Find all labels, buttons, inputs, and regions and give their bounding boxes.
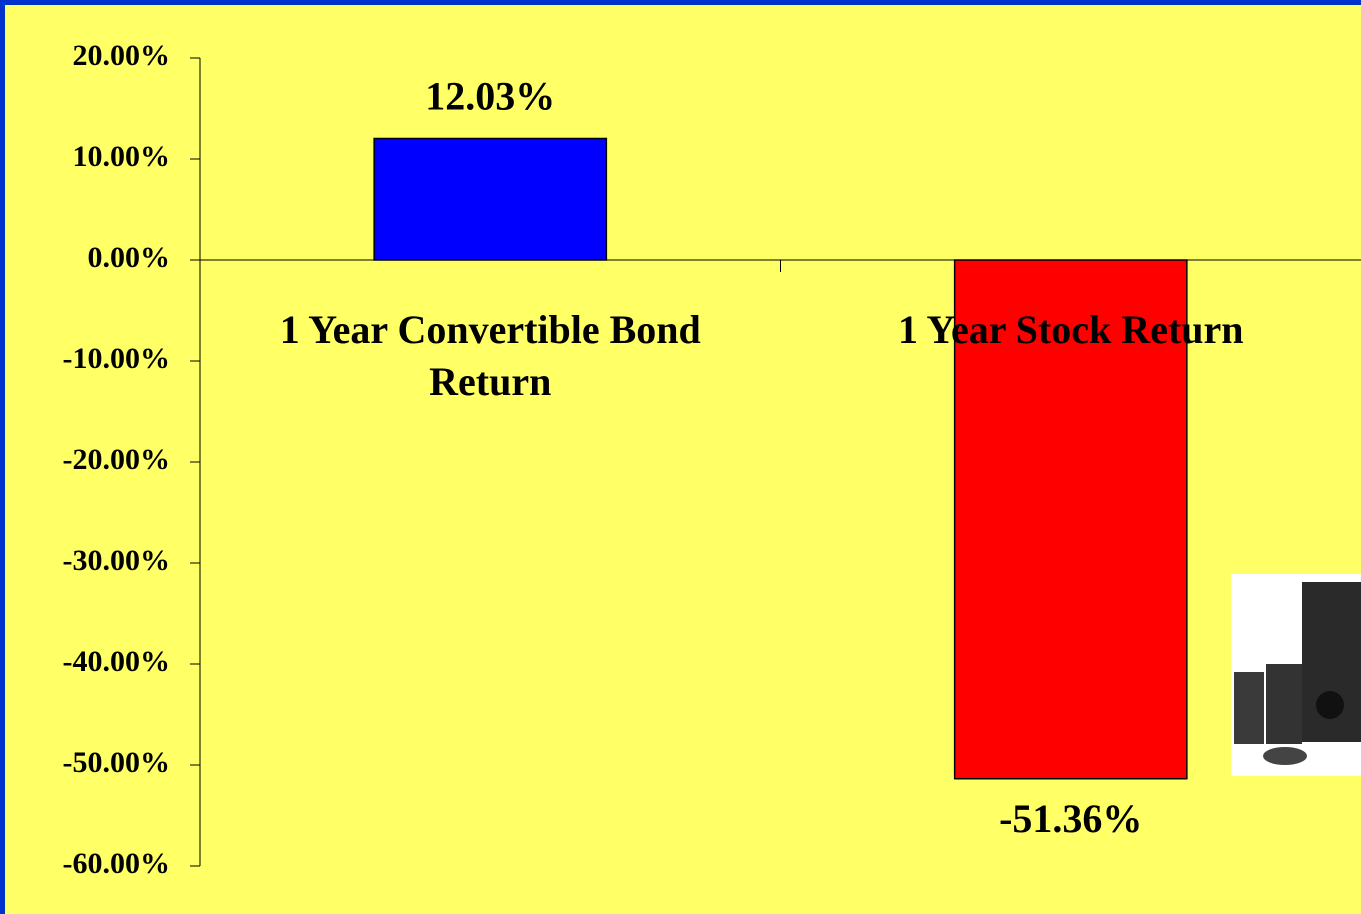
y-tick-label: -10.00% bbox=[63, 342, 171, 375]
y-tick-label: -30.00% bbox=[63, 544, 171, 577]
value-label: -51.36% bbox=[999, 796, 1142, 841]
y-tick-label: 10.00% bbox=[73, 140, 171, 173]
x-tick-label: 1 Year Stock Return bbox=[801, 304, 1341, 356]
y-tick-label: 0.00% bbox=[88, 241, 171, 274]
chart: 20.00% 10.00% 0.00% -10.00% -20.00% -30.00% -4… bbox=[0, 0, 1361, 914]
y-tick-label: -50.00% bbox=[63, 746, 171, 779]
value-label: 12.03% bbox=[425, 74, 555, 119]
speaker-picture bbox=[1231, 574, 1361, 776]
y-tick-label: -60.00% bbox=[63, 847, 171, 880]
y-tick-label: 20.00% bbox=[73, 39, 171, 72]
page: 20.00% 10.00% 0.00% -10.00% -20.00% -30.00% -4… bbox=[0, 0, 1361, 914]
category-label-box: 1 Year Stock Return bbox=[801, 304, 1341, 424]
frame-top bbox=[0, 0, 1361, 5]
category-label-box: 1 Year Convertible Bond Return bbox=[220, 304, 760, 424]
bar bbox=[374, 138, 606, 260]
y-tick-label: -20.00% bbox=[63, 443, 171, 476]
x-tick-label: 1 Year Convertible Bond Return bbox=[220, 304, 760, 408]
y-tick-label: -40.00% bbox=[63, 645, 171, 678]
frame-left bbox=[0, 0, 5, 914]
